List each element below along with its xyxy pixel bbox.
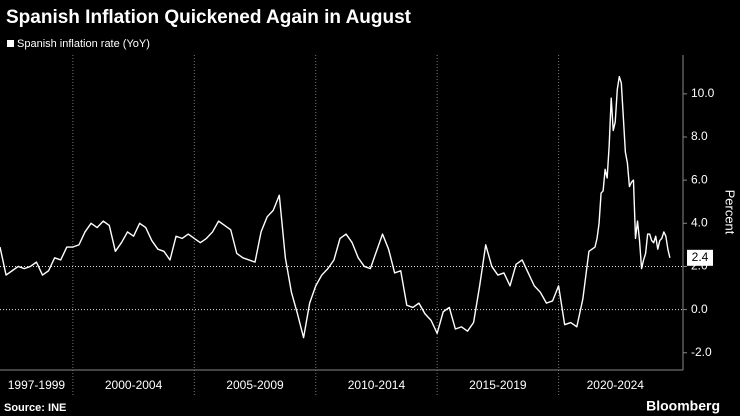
y-axis-label: Percent [723,190,738,235]
period-label: 2005-2009 [226,378,284,392]
legend-swatch [7,40,14,47]
period-label: 2000-2004 [105,378,163,392]
brand: Bloomberg [646,398,720,414]
source: Source: INE [4,402,66,414]
last-value-box [687,249,713,266]
period-label: 2015-2019 [469,378,527,392]
last-value-label: 2.4 [692,250,709,264]
y-tick-label: 10.0 [691,86,715,100]
y-tick-label: 6.0 [691,172,708,186]
chart-title: Spanish Inflation Quickened Again in Aug… [6,7,412,28]
period-label: 1997-1999 [8,378,66,392]
y-tick-label: -2.0 [691,345,712,359]
y-tick-label: 4.0 [691,215,708,229]
y-tick-label: 0.0 [691,302,708,316]
period-label: 2020-2024 [587,378,645,392]
line-series [0,75,671,339]
legend-label: Spanish inflation rate (YoY) [17,38,150,50]
period-label: 2010-2014 [348,378,406,392]
y-tick-label: 8.0 [691,129,708,143]
